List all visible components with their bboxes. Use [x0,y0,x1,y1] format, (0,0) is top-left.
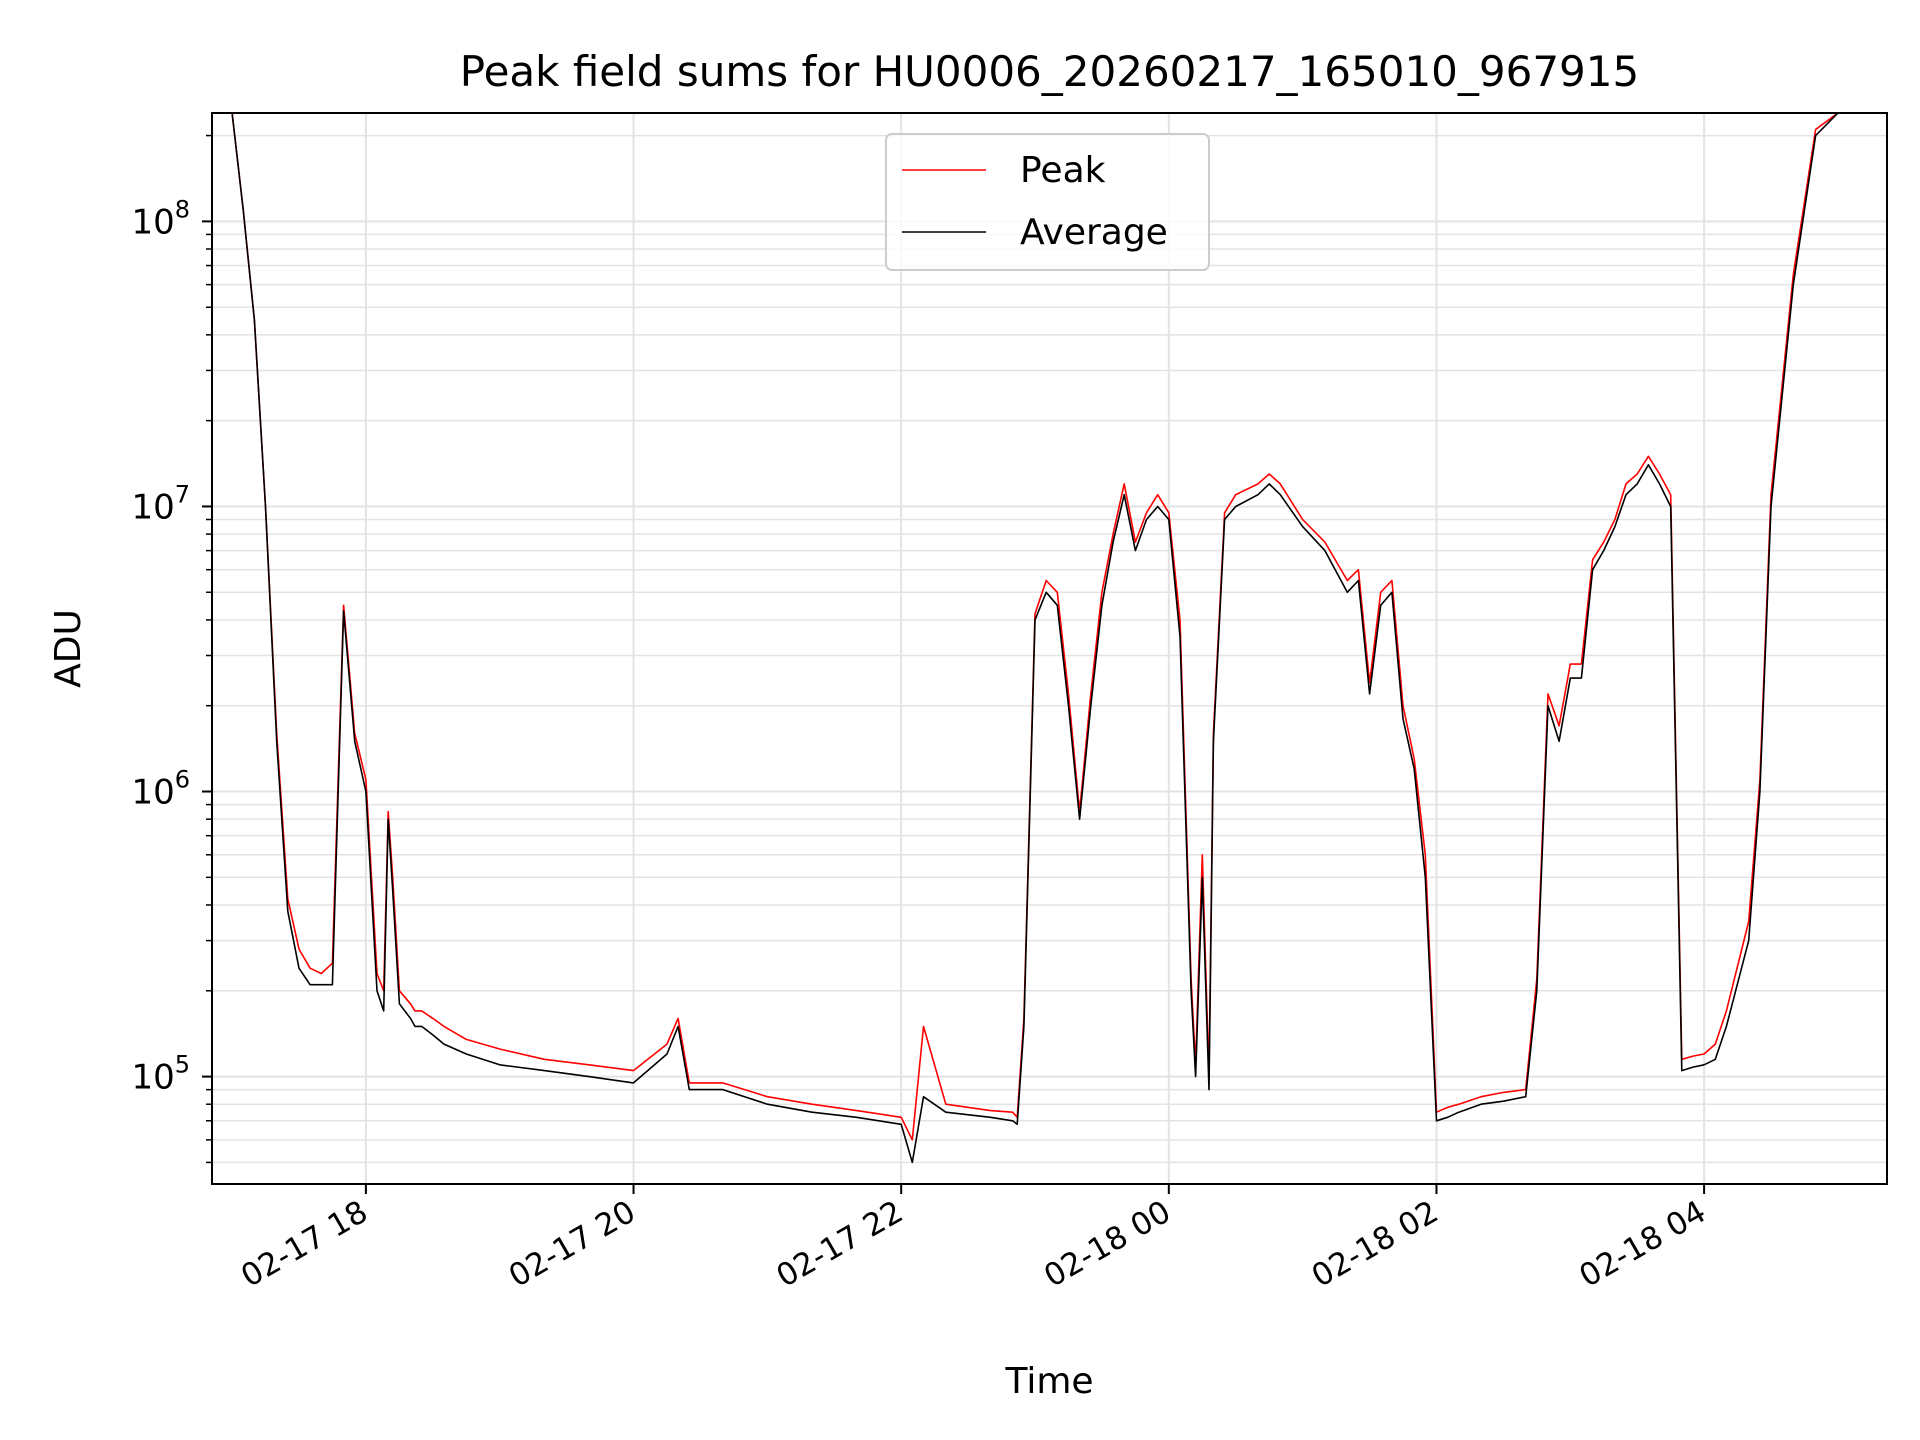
y-tick-exponent: 5 [175,1051,190,1079]
legend-label-peak: Peak [1020,150,1106,191]
legend-label-average: Average [1020,212,1168,253]
x-axis-label: Time [1004,1361,1093,1402]
chart-title: Peak field sums for HU0006_20260217_1650… [460,47,1639,96]
grid [212,113,1887,1184]
y-tick-label: 105 [131,1051,190,1098]
y-tick-label: 108 [131,195,190,242]
y-tick-base: 10 [131,487,174,527]
series-lines [231,112,1861,1164]
series-line-average [231,112,1861,1164]
legend: Peak Average [885,133,1210,271]
y-tick-label: 107 [131,480,190,527]
y-tick-label: 106 [131,766,190,813]
y-tick-exponent: 6 [175,766,190,794]
series-line-peak [231,112,1861,1141]
y-tick-exponent: 8 [175,195,190,223]
y-axis-label: ADU [48,609,89,688]
legend-box [885,133,1210,271]
y-tick-exponent: 7 [175,480,190,508]
y-tick-base: 10 [131,773,174,813]
plot-frame [211,112,1888,1185]
y-tick-base: 10 [131,1058,174,1098]
y-tick-base: 10 [131,202,174,242]
